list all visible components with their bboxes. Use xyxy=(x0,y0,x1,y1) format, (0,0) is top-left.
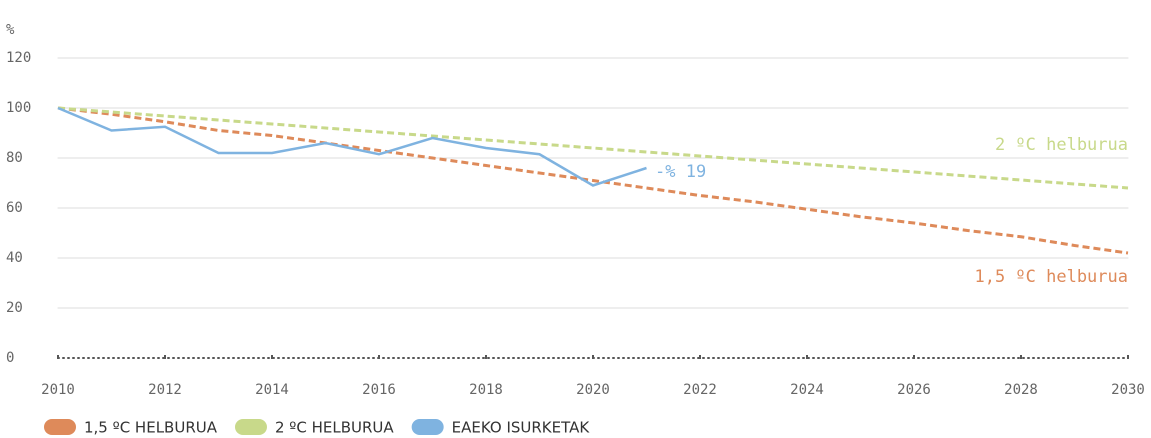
legend-label: 1,5 ºC HELBURUA xyxy=(84,419,218,437)
y-tick-label: 20 xyxy=(6,300,23,316)
y-tick-label: 100 xyxy=(6,100,31,116)
x-tick-label: 2018 xyxy=(469,382,503,398)
x-tick-label: 2012 xyxy=(148,382,182,398)
series-line xyxy=(57,106,1129,255)
x-tick-label: 2014 xyxy=(255,382,289,398)
series-line xyxy=(57,106,647,187)
annotation: -% 19 xyxy=(655,162,706,182)
y-axis-label: % xyxy=(6,22,15,38)
legend-swatch xyxy=(411,419,444,435)
x-tick-label: 2026 xyxy=(897,382,931,398)
x-tick-label: 2010 xyxy=(41,382,75,398)
y-tick-label: 0 xyxy=(6,350,14,366)
x-tick-label: 2030 xyxy=(1111,382,1145,398)
x-tick-label: 2016 xyxy=(362,382,396,398)
y-tick-label: 80 xyxy=(6,150,23,166)
legend-label: 2 ºC HELBURUA xyxy=(275,419,394,437)
x-tick-label: 2024 xyxy=(790,382,824,398)
x-tick-label: 2022 xyxy=(683,382,717,398)
annotation: 1,5 ºC helburua xyxy=(974,267,1128,287)
legend-swatch xyxy=(234,419,267,435)
legend-swatch xyxy=(44,419,76,435)
y-tick-label: 40 xyxy=(6,250,23,266)
x-tick-label: 2028 xyxy=(1004,382,1038,398)
series-line xyxy=(57,106,1129,190)
y-tick-label: 60 xyxy=(6,200,23,216)
y-tick-label: 120 xyxy=(6,50,31,66)
annotation: 2 ºC helburua xyxy=(995,135,1128,155)
legend-label: EAEKO ISURKETAK xyxy=(452,419,591,437)
x-tick-label: 2020 xyxy=(576,382,610,398)
